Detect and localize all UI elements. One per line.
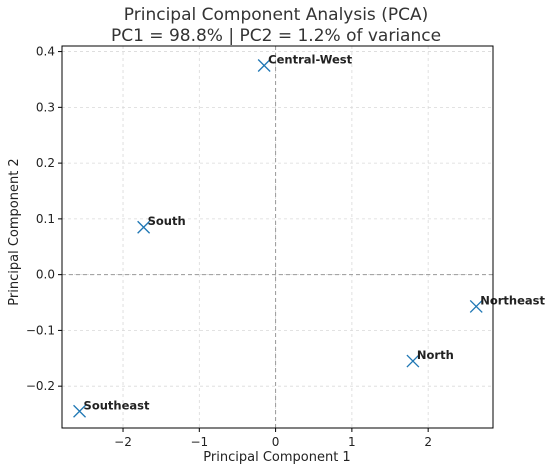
y-tick-label: 0.3 <box>36 100 55 114</box>
point-label: North <box>417 348 454 362</box>
point-marker-stroke <box>73 404 87 418</box>
data-point: North <box>406 348 454 368</box>
data-point: South <box>137 214 186 234</box>
point-marker-stroke <box>406 354 420 368</box>
point-marker-stroke <box>137 220 151 234</box>
point-marker-stroke <box>257 59 271 72</box>
x-tick-label: −1 <box>190 435 208 449</box>
point-label: South <box>148 214 186 228</box>
x-tick-label: 0 <box>272 435 280 449</box>
y-axis-label: Principal Component 2 <box>7 158 22 305</box>
x-axis-label: Principal Component 1 <box>203 450 350 465</box>
y-tick-label: 0.1 <box>36 212 55 226</box>
point-label: Southeast <box>84 398 150 412</box>
y-tick-label: −0.2 <box>26 379 55 393</box>
point-marker-stroke <box>469 299 483 313</box>
y-axis-ticks: −0.2 −0.1 0.0 0.1 0.2 0.3 0.4 <box>26 45 62 393</box>
data-point: Southeast <box>73 398 150 418</box>
point-label: Central-West <box>268 53 352 67</box>
chart-title: Principal Component Analysis (PCA) <box>124 5 428 25</box>
grid-lines <box>62 46 493 428</box>
reference-lines <box>62 46 493 428</box>
chart-subtitle: PC1 = 98.8% | PC2 = 1.2% of variance <box>111 26 441 46</box>
x-tick-label: 1 <box>348 435 356 449</box>
x-axis-ticks: −2 −1 0 1 2 <box>114 428 432 449</box>
y-tick-label: −0.1 <box>26 323 55 337</box>
y-tick-label: 0.0 <box>36 268 55 282</box>
plot-frame <box>61 45 494 429</box>
data-points: Central-West South Northeast North Southeast <box>73 53 546 418</box>
data-point: Central-West <box>257 53 353 72</box>
y-tick-label: 0.4 <box>36 45 55 59</box>
x-tick-label: 2 <box>424 435 432 449</box>
point-label: Northeast <box>480 293 545 307</box>
y-tick-label: 0.2 <box>36 156 55 170</box>
data-point: Northeast <box>469 293 546 313</box>
x-tick-label: −2 <box>114 435 132 449</box>
